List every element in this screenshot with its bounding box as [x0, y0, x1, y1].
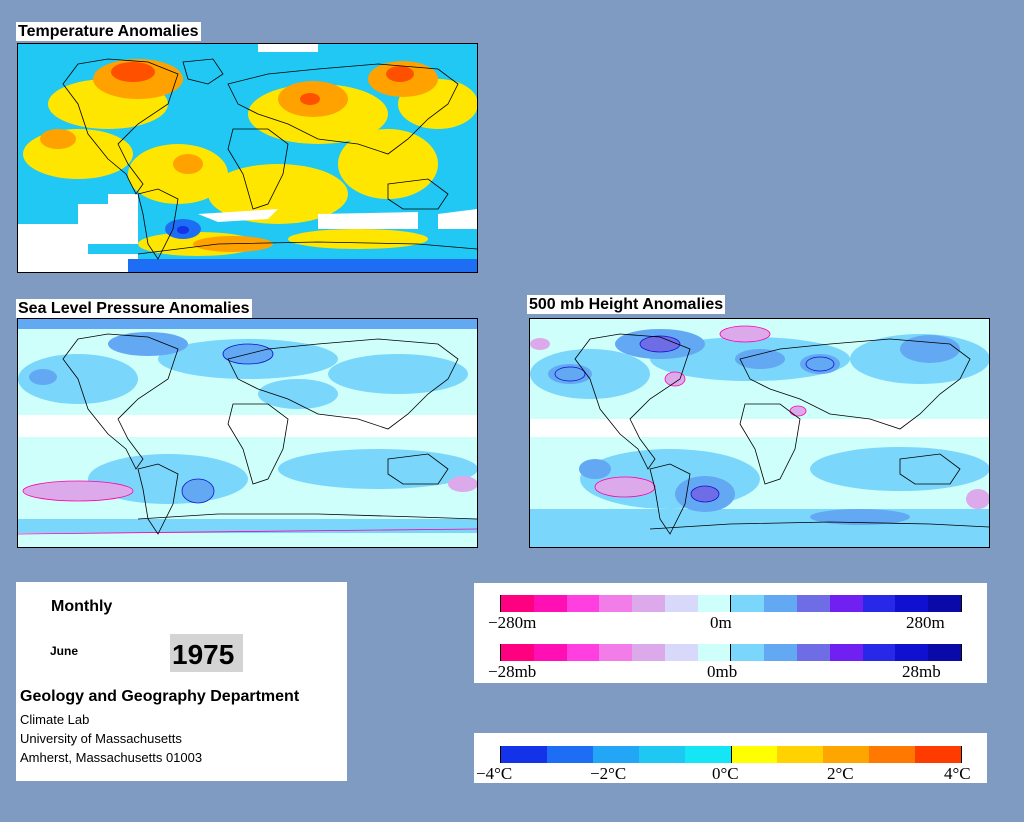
height-min-label: −280m	[488, 613, 537, 632]
height-max-label: 280m	[906, 613, 945, 632]
pressure-scale-swatch	[501, 644, 534, 661]
height-scale-swatch	[862, 595, 896, 612]
pressure-scale-swatch	[928, 644, 961, 661]
address-label: Amherst, Massachusetts 01003	[20, 750, 203, 765]
height-map-title: 500 mb Height Anomalies	[527, 295, 726, 314]
info-panel: Monthly June 1975 Geology and Geography …	[16, 582, 347, 781]
temp-label-minus4: −4°C	[476, 764, 513, 783]
pressure-scale-swatch	[632, 644, 665, 661]
height-color-scale	[500, 595, 962, 612]
height-scale-swatch	[697, 595, 731, 612]
temperature-scale-swatch	[684, 746, 731, 763]
pressure-max-label: 28mb	[902, 662, 941, 681]
temperature-anomaly-map	[17, 43, 478, 273]
pressure-scale-swatch	[664, 644, 698, 661]
pressure-scale-swatch	[797, 644, 830, 661]
temperature-map-title: Temperature Anomalies	[16, 22, 201, 41]
height-anomaly-map	[529, 318, 990, 548]
temperature-scale-swatch	[638, 746, 685, 763]
temperature-scale-swatch	[730, 746, 778, 763]
height-scale-swatch	[533, 595, 567, 612]
temperature-legend-panel: −4°C −2°C 0°C 2°C 4°C	[474, 733, 987, 783]
month-label: June	[50, 644, 79, 658]
temp-label-4: 4°C	[944, 764, 971, 783]
temperature-scale-swatch	[869, 746, 916, 763]
temperature-scale-swatch	[592, 746, 639, 763]
temp-label-2: 2°C	[827, 764, 854, 783]
height-scale-swatch	[895, 595, 929, 612]
temp-label-minus2: −2°C	[590, 764, 627, 783]
height-scale-swatch	[730, 595, 765, 612]
height-scale-swatch	[632, 595, 665, 612]
year-label: 1975	[172, 639, 235, 670]
pressure-scale-swatch	[764, 644, 798, 661]
temperature-scale-swatch	[546, 746, 593, 763]
slp-map-title: Sea Level Pressure Anomalies	[16, 299, 252, 318]
height-scale-swatch	[664, 595, 698, 612]
height-scale-swatch	[501, 595, 534, 612]
pressure-scale-swatch	[599, 644, 633, 661]
department-label: Geology and Geography Department	[20, 688, 300, 705]
slp-anomaly-map	[17, 318, 478, 548]
height-scale-swatch	[797, 595, 830, 612]
pressure-color-scale	[500, 644, 962, 661]
pressure-scale-swatch	[730, 644, 765, 661]
temperature-scale-swatch	[777, 746, 824, 763]
temperature-color-scale	[500, 746, 962, 763]
pressure-scale-swatch	[697, 644, 731, 661]
pressure-scale-swatch	[533, 644, 567, 661]
pressure-scale-swatch	[566, 644, 600, 661]
temperature-scale-swatch	[501, 746, 547, 763]
pressure-scale-swatch	[862, 644, 896, 661]
temp-label-0: 0°C	[712, 764, 739, 783]
pressure-min-label: −28mb	[488, 662, 537, 681]
year-box: 1975	[170, 634, 243, 672]
lab-label: Climate Lab	[20, 712, 90, 727]
height-scale-swatch	[764, 595, 798, 612]
pressure-mid-label: 0mb	[707, 662, 738, 681]
height-scale-swatch	[928, 595, 961, 612]
temperature-scale-swatch	[915, 746, 962, 763]
temperature-scale-swatch	[823, 746, 870, 763]
pressure-scale-swatch	[895, 644, 929, 661]
pressure-scale-swatch	[829, 644, 863, 661]
height-scale-swatch	[599, 595, 633, 612]
height-scale-swatch	[829, 595, 863, 612]
height-scale-swatch	[566, 595, 600, 612]
university-label: University of Massachusetts	[20, 731, 182, 746]
period-label: Monthly	[51, 598, 113, 615]
anomaly-legend-panel: −280m 0m 280m −28mb 0mb 28mb	[474, 583, 987, 683]
height-mid-label: 0m	[710, 613, 732, 632]
